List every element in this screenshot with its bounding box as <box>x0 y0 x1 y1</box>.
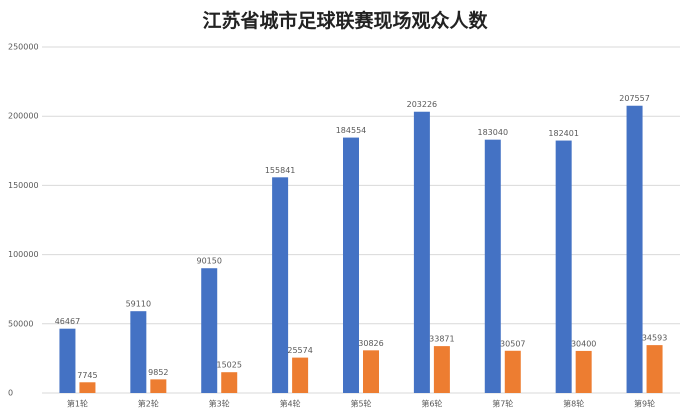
value-label: 15025 <box>216 361 241 370</box>
x-tick-label: 第4轮 <box>280 399 301 409</box>
value-label: 155841 <box>265 166 296 175</box>
bar <box>484 139 501 393</box>
y-tick-label: 250000 <box>8 43 39 52</box>
bar <box>413 111 430 393</box>
value-label: 7745 <box>77 371 97 380</box>
value-label: 30507 <box>500 339 525 348</box>
bar <box>626 105 643 393</box>
y-tick-label: 50000 <box>8 319 33 328</box>
bar <box>292 357 309 393</box>
value-label: 90150 <box>196 257 221 266</box>
value-label: 184554 <box>336 126 367 135</box>
value-label: 183040 <box>478 128 509 137</box>
bar <box>504 350 521 393</box>
bar <box>272 177 289 393</box>
bar <box>363 350 379 393</box>
chart-title: 江苏省城市足球联赛现场观众人数 <box>202 9 488 32</box>
x-tick-label: 第3轮 <box>209 399 230 409</box>
bar <box>150 379 167 393</box>
value-label: 33871 <box>429 335 454 344</box>
value-label: 203226 <box>407 100 438 109</box>
value-label: 25574 <box>287 346 312 355</box>
x-tick-label: 第6轮 <box>421 399 442 409</box>
bar <box>79 382 96 393</box>
x-tick-label: 第7轮 <box>492 399 513 409</box>
value-label: 182401 <box>548 129 579 138</box>
bar <box>59 328 76 393</box>
x-tick-label: 第1轮 <box>67 399 88 409</box>
bar <box>433 346 450 393</box>
x-tick-label: 第9轮 <box>634 399 655 409</box>
bar <box>130 311 147 393</box>
bar <box>201 268 218 393</box>
x-tick-label: 第8轮 <box>563 399 584 409</box>
value-label: 30826 <box>358 339 383 348</box>
bar <box>575 350 592 393</box>
value-label: 207557 <box>619 94 650 103</box>
y-tick-label: 200000 <box>8 112 39 121</box>
bar <box>343 137 359 393</box>
value-label: 59110 <box>126 300 151 309</box>
y-tick-label: 100000 <box>8 250 39 259</box>
y-tick-label: 0 <box>8 389 13 398</box>
x-tick-label: 第2轮 <box>138 399 159 409</box>
value-label: 30400 <box>571 339 596 348</box>
value-label: 34593 <box>642 334 667 343</box>
y-tick-label: 150000 <box>8 181 39 190</box>
bar <box>221 372 238 393</box>
value-label: 9852 <box>148 368 168 377</box>
bar <box>646 345 663 393</box>
bar <box>555 140 572 393</box>
value-label: 46467 <box>55 317 80 326</box>
x-tick-label: 第5轮 <box>350 399 371 409</box>
